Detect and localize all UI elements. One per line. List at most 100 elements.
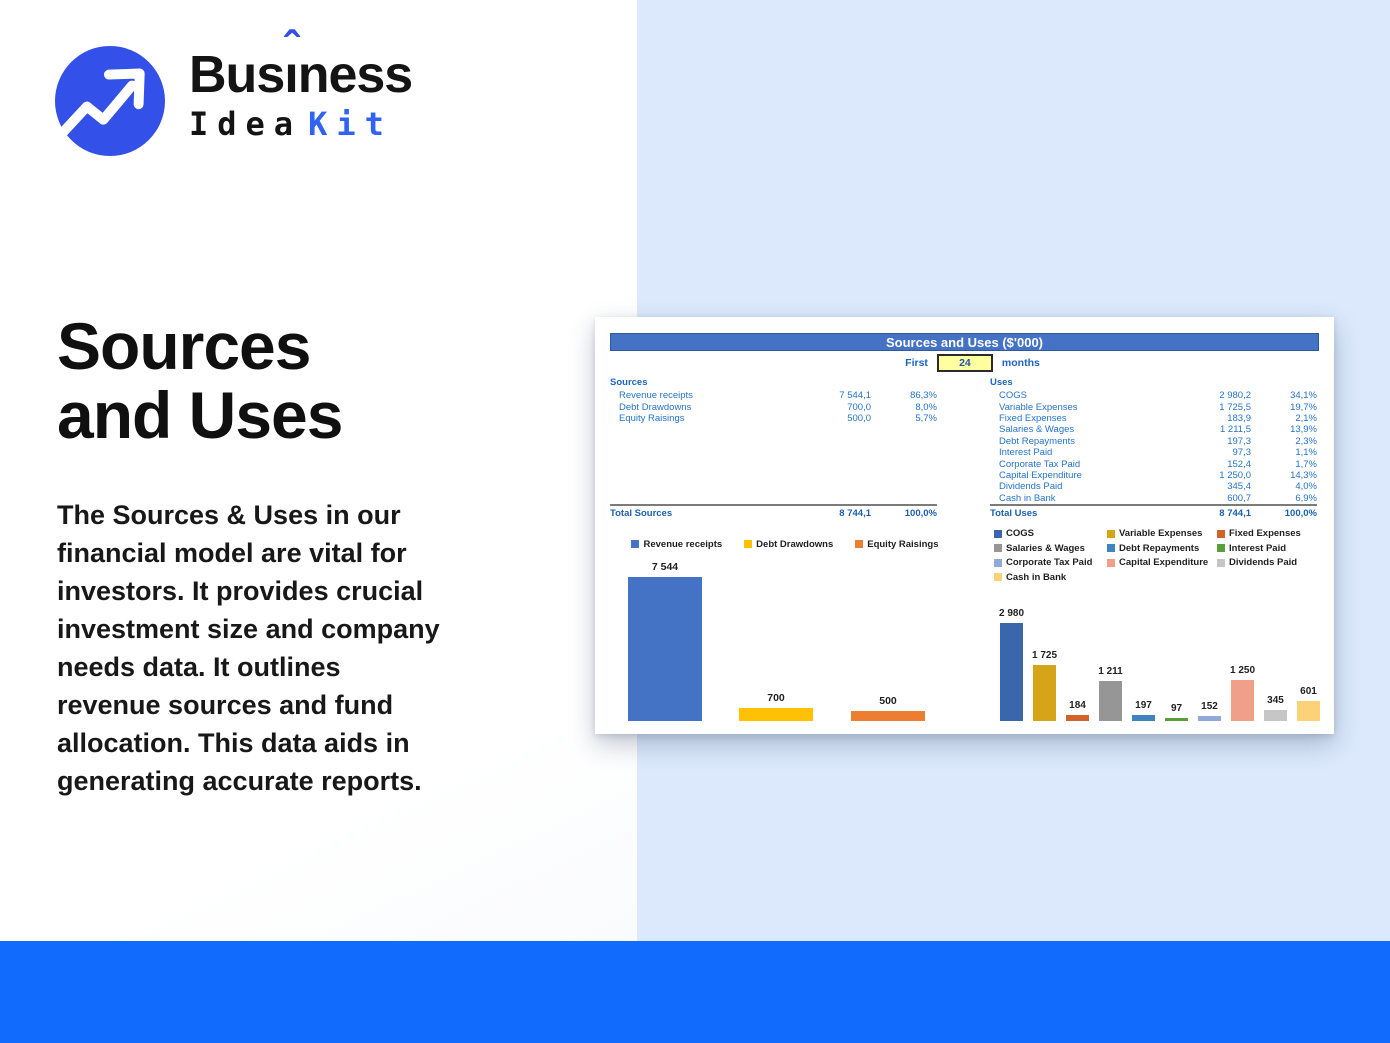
legend-swatch-icon	[744, 540, 753, 548]
brand-text-kit: Kit	[308, 105, 393, 143]
row-value: 500,0	[847, 412, 871, 424]
sources-bar-chart: 7 544 700 500	[610, 561, 960, 721]
trending-up-icon	[55, 46, 165, 156]
bar	[739, 708, 813, 721]
legend-label: Capital Expenditure	[1119, 557, 1209, 568]
row-pct: 2,1%	[1295, 412, 1317, 424]
row-value: 183,9	[1227, 412, 1251, 424]
total-pct: 100,0%	[1284, 508, 1317, 519]
legend-swatch-icon	[855, 540, 864, 548]
uses-table: Uses COGS 2 980,2 34,1% Variable Expenses 1 …	[990, 377, 1317, 521]
row-value: 1 211,5	[1220, 424, 1251, 436]
brand-text-i: ı	[284, 46, 298, 104]
row-value: 2 980,2	[1219, 390, 1251, 402]
row-label: Revenue receipts	[619, 390, 693, 402]
bar-value-label: 1 250	[1229, 665, 1256, 676]
legend-swatch-icon	[1107, 544, 1115, 552]
period-value-input[interactable]: 24	[936, 353, 993, 372]
row-value: 700,0	[847, 401, 871, 413]
row-label: Cash in Bank	[999, 492, 1056, 504]
row-pct: 5,7%	[915, 412, 937, 424]
legend-item: COGS	[994, 528, 1107, 539]
total-label: Total Sources	[610, 508, 673, 519]
legend-swatch-icon	[1217, 529, 1225, 538]
table-row: Capital Expenditure 1 250,0 14,3%	[990, 470, 1317, 481]
legend-swatch-icon	[1107, 529, 1115, 538]
bar-value-label: 7 544	[651, 561, 679, 573]
bar-value-label: 1 725	[1031, 650, 1058, 661]
row-value: 1 250,0	[1219, 469, 1251, 481]
legend-item: Capital Expenditure	[1107, 557, 1217, 568]
legend-item: Cash in Bank	[994, 572, 1107, 583]
row-value: 197,3	[1227, 435, 1251, 447]
row-label: Salaries & Wages	[999, 424, 1075, 436]
table-row: Dividends Paid 345,4 4,0%	[990, 481, 1317, 492]
legend-swatch-icon	[1217, 544, 1225, 552]
sources-table-rows: Revenue receipts 7 544,1 86,3% Debt Drawdow…	[610, 390, 937, 504]
row-value: 1 725,5	[1219, 401, 1251, 413]
legend-swatch-icon	[631, 540, 640, 548]
legend-item: Dividends Paid	[1217, 557, 1328, 568]
brand-text-post: ness	[297, 46, 414, 104]
row-label: Variable Expenses	[999, 401, 1078, 413]
bar	[1132, 715, 1155, 721]
bar-value-label: 97	[1170, 703, 1183, 714]
row-label: COGS	[999, 390, 1027, 402]
brand-text-idea: Idea	[189, 105, 303, 143]
row-value: 345,4	[1227, 481, 1251, 493]
bar	[1264, 710, 1287, 721]
bar-value-label: 1 211	[1098, 666, 1123, 677]
legend-item: Revenue receipts	[631, 539, 722, 550]
uses-table-rows: COGS 2 980,2 34,1% Variable Expenses 1 725,5…	[990, 390, 1317, 504]
row-label: Debt Drawdowns	[619, 401, 692, 413]
table-row: Corporate Tax Paid 152,4 1,7%	[990, 458, 1317, 470]
row-label: Interest Paid	[999, 447, 1053, 459]
bar	[628, 577, 702, 721]
table-row: Interest Paid 97,3 1,1%	[990, 447, 1317, 458]
uses-total-row: Total Uses 8 744,1 100,0%	[990, 504, 1317, 521]
bar	[1198, 716, 1221, 721]
bar	[1033, 665, 1056, 721]
bar	[851, 711, 925, 721]
uses-table-header: Uses	[990, 377, 1013, 388]
legend-swatch-icon	[994, 558, 1002, 567]
period-prefix-label: First	[905, 356, 928, 369]
bar-value-label: 500	[879, 695, 897, 707]
table-row: Cash in Bank 600,7 6,9%	[990, 493, 1317, 504]
bar	[1000, 623, 1023, 721]
legend-item: Debt Drawdowns	[744, 539, 833, 550]
row-pct: 34,1%	[1290, 390, 1317, 402]
row-pct: 8,0%	[915, 401, 937, 413]
period-control: First 24 months	[603, 353, 1342, 372]
row-pct: 14,3%	[1290, 469, 1317, 481]
legend-label: Fixed Expenses	[1229, 528, 1301, 539]
row-label: Capital Expenditure	[999, 469, 1082, 481]
row-value: 600,7	[1227, 492, 1251, 504]
uses-chart-legend: COGS Variable Expenses Fixed Expenses Salar…	[994, 528, 1328, 583]
legend-label: Debt Drawdowns	[756, 538, 834, 550]
sources-total-row: Total Sources 8 744,1 100,0%	[610, 504, 937, 521]
sources-table-header: Sources	[610, 377, 648, 388]
spreadsheet-title-bar: Sources and Uses ($'000)	[610, 333, 1319, 351]
spreadsheet-card: Sources and Uses ($'000) First 24 months…	[595, 317, 1334, 734]
bar-value-label: 345	[1267, 695, 1284, 706]
table-row: Debt Repayments 197,3 2,3%	[990, 436, 1317, 447]
legend-item: Debt Repayments	[1107, 543, 1217, 554]
page-title: Sources and Uses	[57, 309, 343, 452]
legend-swatch-icon	[994, 544, 1002, 552]
legend-item: Salaries & Wages	[994, 543, 1107, 554]
table-row: Fixed Expenses 183,9 2,1%	[990, 413, 1317, 424]
bar	[1066, 715, 1089, 721]
bar-value-label: 2 980	[998, 608, 1025, 619]
row-label: Fixed Expenses	[999, 412, 1067, 424]
bar-value-label: 184	[1069, 700, 1086, 711]
brand-name: Bus ˆ ıness Idea Kit	[189, 25, 414, 144]
table-row: Variable Expenses 1 725,5 19,7%	[990, 401, 1317, 413]
total-label: Total Uses	[990, 508, 1038, 519]
row-pct: 19,7%	[1290, 401, 1317, 413]
footer-bar	[0, 941, 1390, 1043]
table-row: Debt Drawdowns 700,0 8,0%	[610, 401, 937, 413]
legend-label: Dividends Paid	[1229, 557, 1298, 568]
